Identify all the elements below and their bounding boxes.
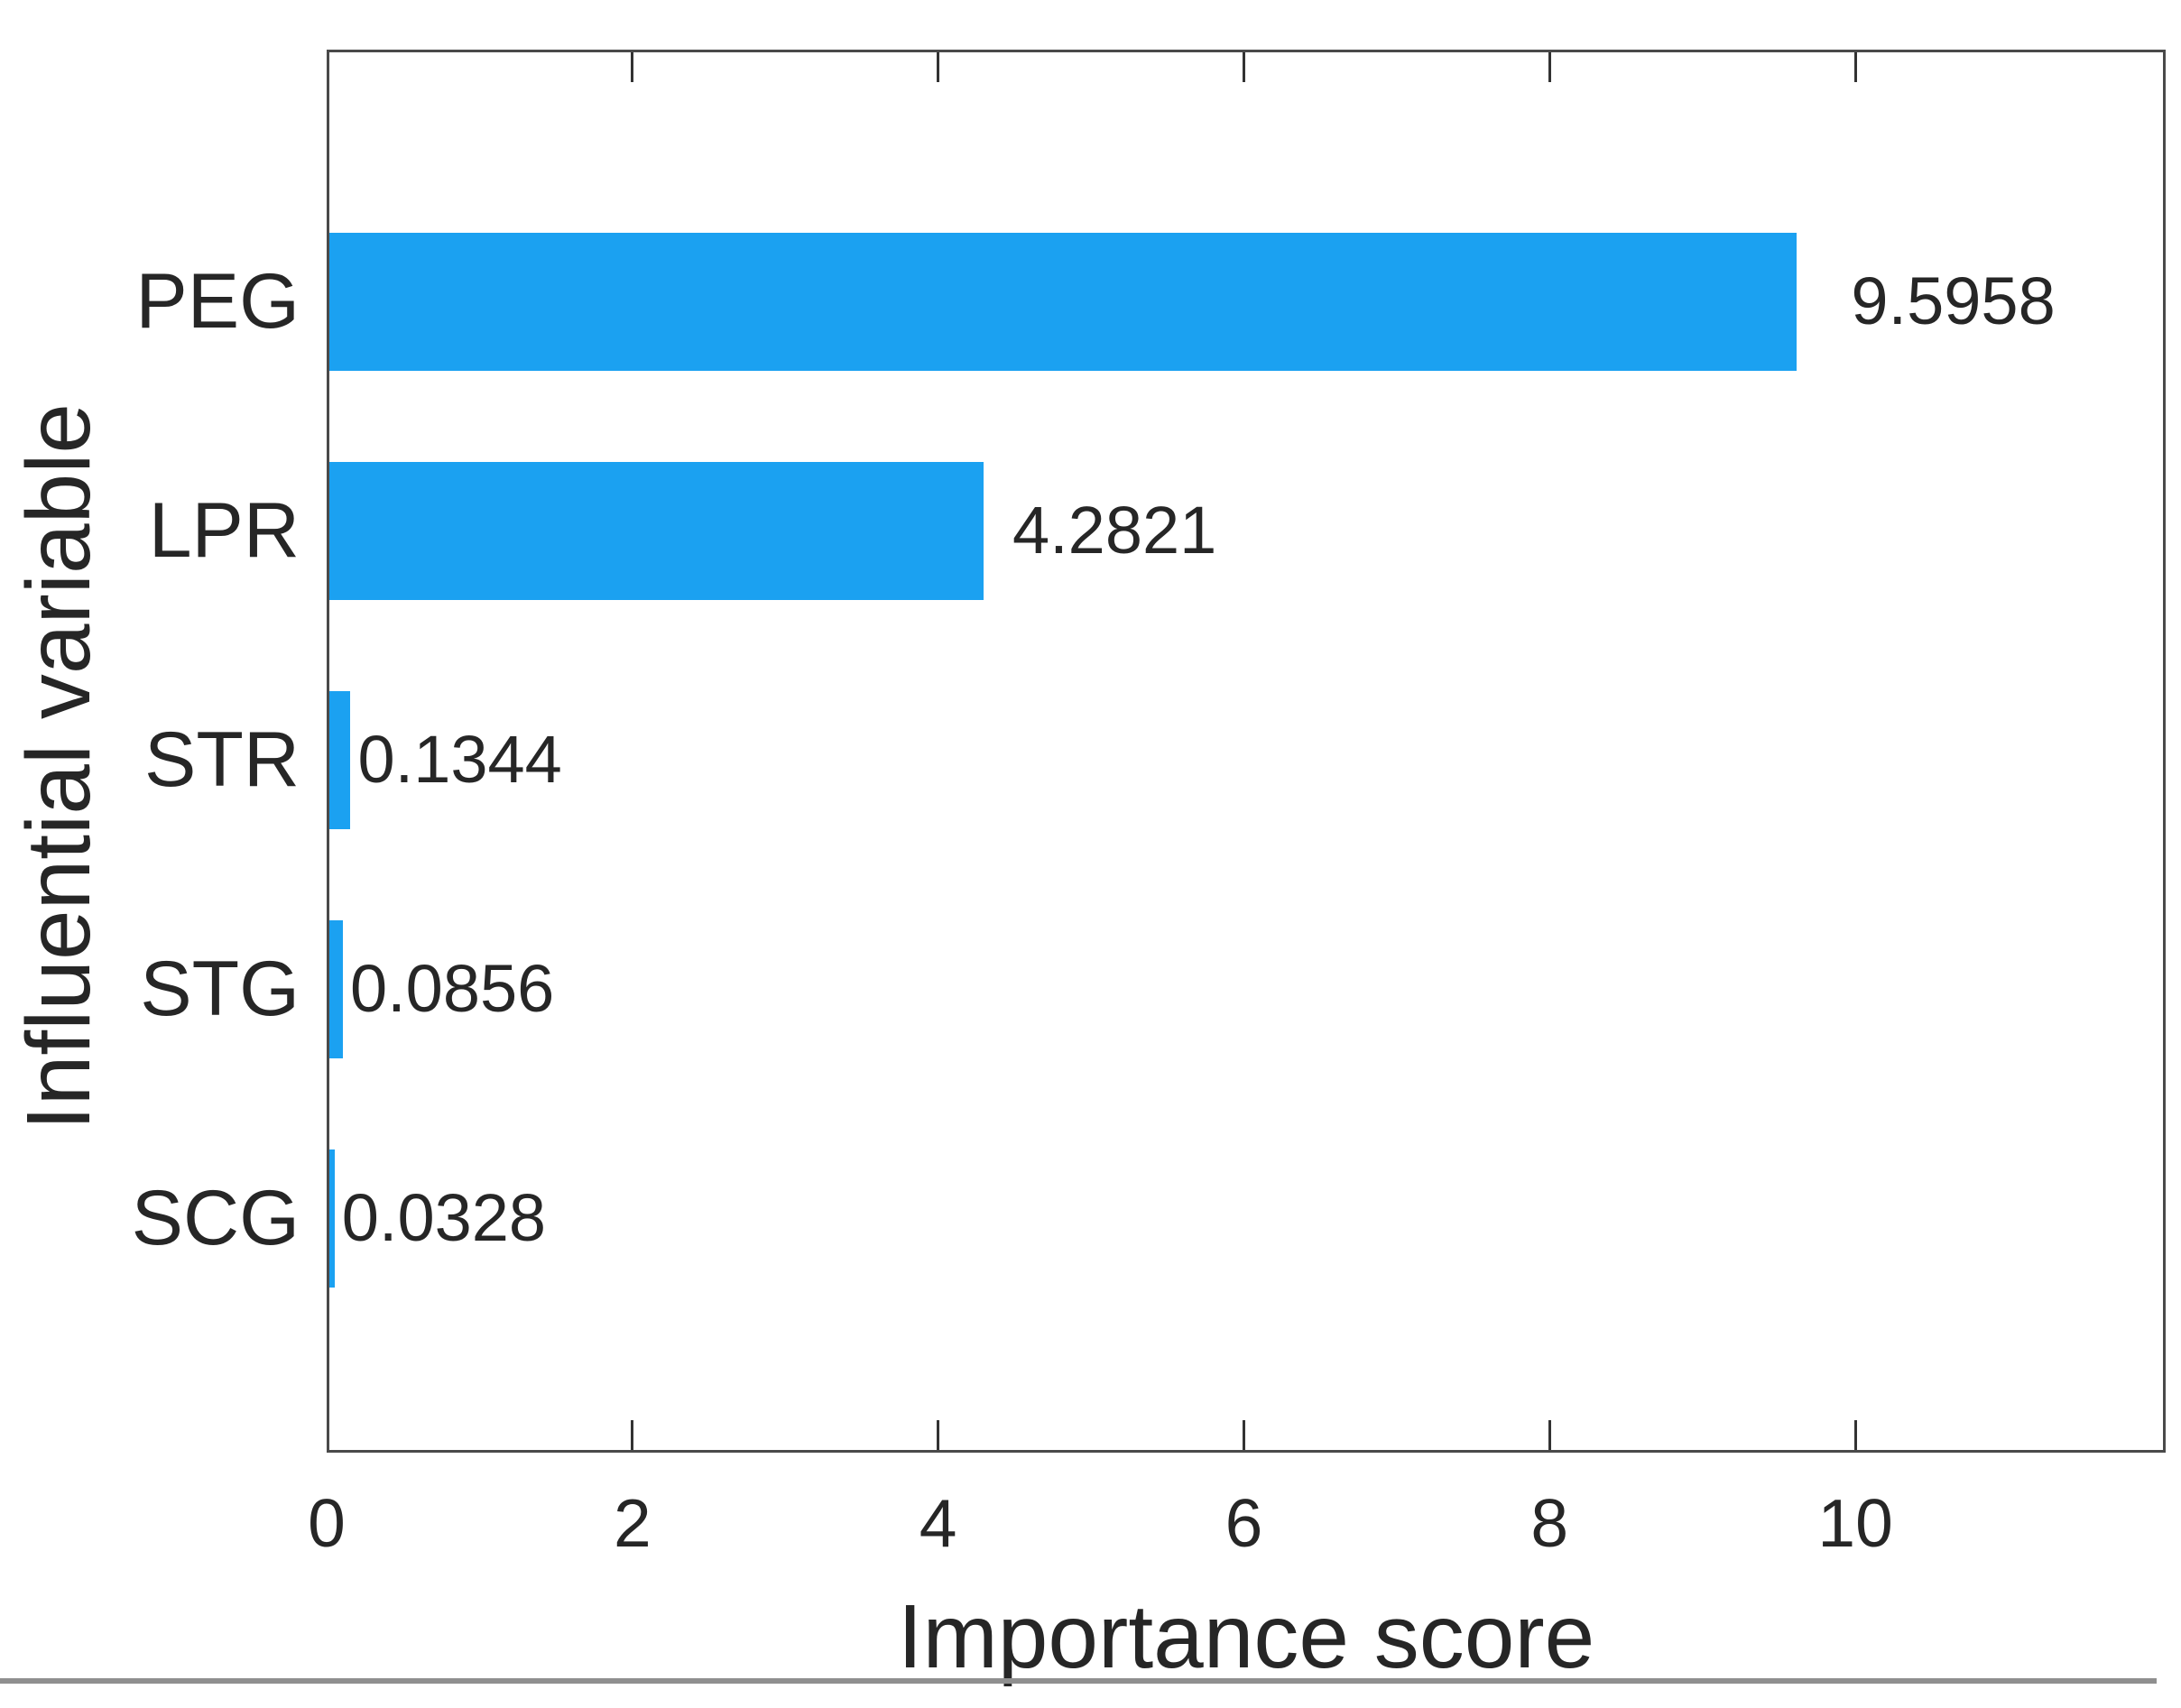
x-tick-mark-top [937,52,940,82]
bar-value-label: 0.0856 [349,951,555,1026]
x-tick-mark-bottom [1548,1420,1551,1450]
x-tick-mark-bottom [937,1420,940,1450]
x-tick-mark-bottom [1242,1420,1245,1450]
bar-str [329,690,350,829]
bar-value-label: 4.2821 [1012,493,1217,568]
y-tick-label: STG [140,946,300,1032]
x-tick-mark-bottom [631,1420,634,1450]
bar-lpr [329,461,984,600]
x-tick-mark-top [1548,52,1551,82]
x-tick-mark-top [1853,52,1857,82]
x-tick-mark-bottom [1853,1420,1857,1450]
x-tick-mark-top [1242,52,1245,82]
x-tick-mark-top [631,52,634,82]
page-divider-line [0,1678,2157,1684]
x-tick-label: 10 [1817,1485,1893,1561]
bar-peg [329,232,1797,371]
bar-value-label: 0.0328 [341,1180,547,1255]
bar-scg [329,1149,335,1288]
y-tick-label: LPR [148,487,300,574]
bar-value-label: 0.1344 [357,722,562,797]
bar-value-label: 9.5958 [1851,263,2056,338]
x-tick-label: 8 [1530,1485,1569,1561]
y-tick-label: PEG [135,258,300,345]
y-tick-label: STR [144,716,300,803]
x-tick-label: 2 [613,1485,652,1561]
x-tick-label: 4 [919,1485,957,1561]
y-tick-label: SCG [131,1175,300,1261]
x-tick-label: 0 [308,1485,346,1561]
x-tick-label: 6 [1225,1485,1263,1561]
x-axis-title: Importance score [897,1586,1595,1687]
bar-stg [329,919,343,1058]
